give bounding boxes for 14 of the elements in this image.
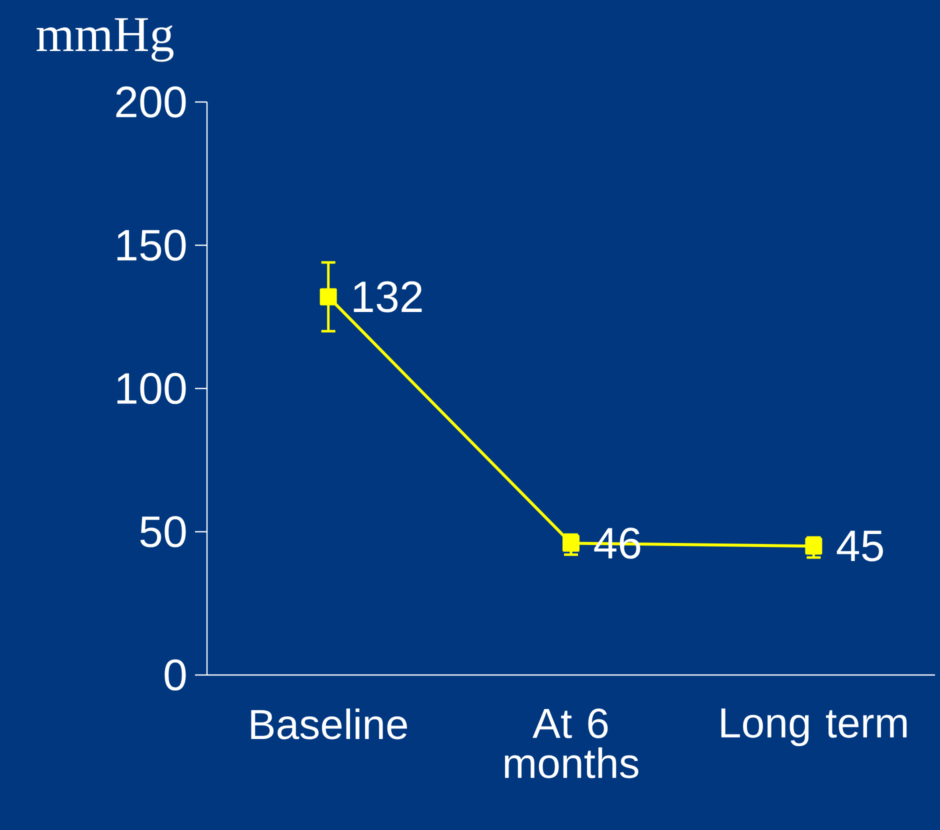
x-tick-label: At 6 months	[504, 708, 638, 778]
y-tick-label: 50	[140, 516, 186, 548]
point	[562, 534, 580, 552]
point	[805, 538, 822, 555]
y-tick-label: 150	[117, 230, 186, 261]
y-tick-label: 0	[164, 659, 186, 691]
y-axis-title: mmHg	[36, 18, 174, 62]
x-tick-label: Baseline	[251, 708, 407, 740]
x-tick-label: Long term	[721, 708, 907, 746]
data-label: 45	[836, 530, 883, 562]
y-tick-label: 100	[117, 372, 186, 404]
data-label: 132	[354, 281, 422, 312]
y-tick-label: 200	[116, 86, 186, 118]
point	[320, 288, 337, 306]
